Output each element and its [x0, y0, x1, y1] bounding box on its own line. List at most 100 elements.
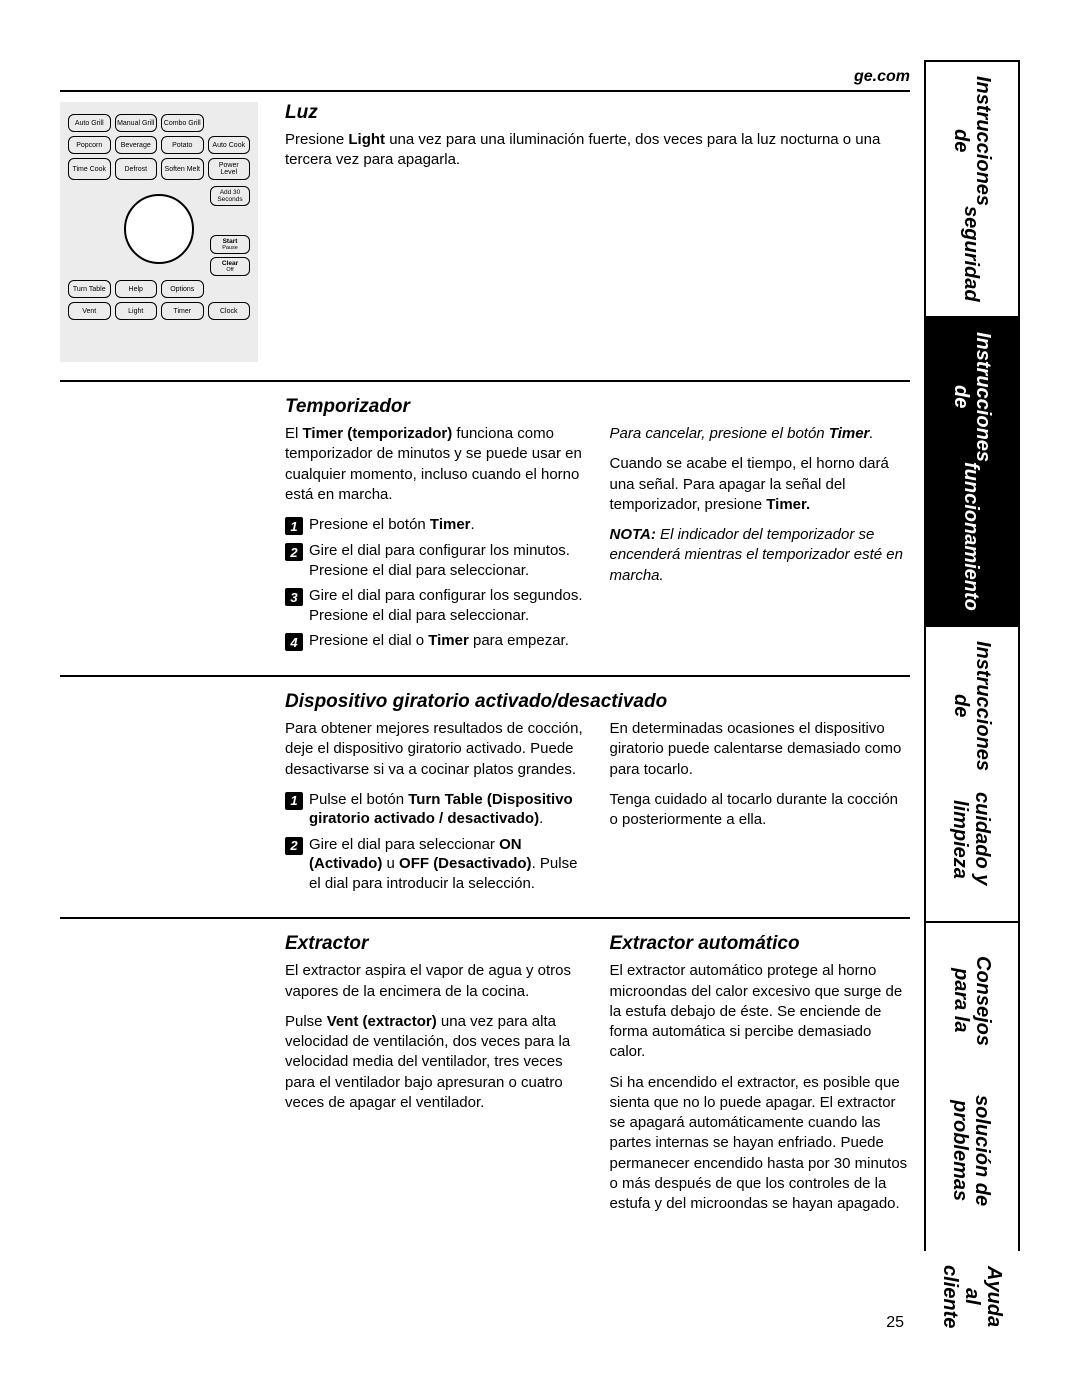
- section-extractor: Extractor El extractor aspira el vapor d…: [60, 933, 910, 1242]
- step-number-icon: 1: [285, 517, 303, 535]
- label: Add 30 Seconds: [217, 189, 242, 203]
- btn-options[interactable]: Options: [161, 280, 204, 298]
- btn-popcorn[interactable]: Popcorn: [68, 136, 111, 154]
- step-text: Presione el botón Timer.: [309, 515, 586, 535]
- label: Manual Grill: [117, 120, 154, 127]
- step: 3 Gire el dial para configurar los segun…: [285, 586, 586, 625]
- btn-defrost[interactable]: Defrost: [115, 158, 158, 180]
- url-label: ge.com: [854, 68, 910, 86]
- tab-line1: Instrucciones de: [950, 76, 994, 206]
- btn-clock[interactable]: Clock: [208, 302, 251, 320]
- btn-auto-cook[interactable]: Auto Cook: [208, 136, 251, 154]
- tab-line1: Instrucciones de: [950, 332, 994, 462]
- temporizador-intro: El Timer (temporizador) funciona como te…: [285, 424, 586, 505]
- giratorio-right1: En determinadas ocasiones el dispositivo…: [610, 719, 911, 780]
- btn-beverage[interactable]: Beverage: [115, 136, 158, 154]
- tab-line2: seguridad: [960, 206, 982, 302]
- label: Clear: [222, 260, 238, 267]
- step: 2 Gire el dial para configurar los minut…: [285, 541, 586, 580]
- sidebar-tab[interactable]: Instrucciones decuidado y limpieza: [924, 625, 1020, 924]
- giratorio-title: Dispositivo giratorio activado/desactiva…: [285, 691, 910, 713]
- section-temporizador: Temporizador El Timer (temporizador) fun…: [60, 396, 910, 677]
- btn-combo-grill[interactable]: Combo Grill: [161, 114, 204, 132]
- label: Beverage: [121, 142, 151, 149]
- btn-start[interactable]: StartPause: [210, 235, 250, 254]
- tab-line1: Consejos para la: [950, 937, 994, 1064]
- step-text: Presione el dial o Timer para empezar.: [309, 631, 586, 651]
- label: Time Cook: [72, 166, 106, 173]
- auto-title: Extractor automático: [610, 933, 911, 955]
- label: Light: [128, 308, 143, 315]
- sublabel: Off: [213, 267, 247, 273]
- extractor-p2: Pulse Vent (extractor) una vez para alta…: [285, 1012, 586, 1113]
- giratorio-right2: Tenga cuidado al tocarlo durante la cocc…: [610, 790, 911, 831]
- auto-p1: El extractor automático protege al horno…: [610, 961, 911, 1062]
- step-text: Gire el dial para seleccionar ON (Activa…: [309, 835, 586, 894]
- temporizador-note: NOTA: El indicador del temporizador se e…: [610, 525, 911, 586]
- temporizador-cancel: Para cancelar, presione el botón Timer.: [610, 424, 911, 444]
- btn-manual-grill[interactable]: Manual Grill: [115, 114, 158, 132]
- step-number-icon: 1: [285, 792, 303, 810]
- page-number: 25: [886, 1314, 904, 1332]
- btn-help[interactable]: Help: [115, 280, 158, 298]
- sublabel: Pause: [213, 245, 247, 251]
- btn-auto-grill[interactable]: Auto Grill: [68, 114, 111, 132]
- btn-time-cook[interactable]: Time Cook: [68, 158, 111, 180]
- step: 1 Presione el botón Timer.: [285, 515, 586, 535]
- btn-timer[interactable]: Timer: [161, 302, 204, 320]
- label: Options: [170, 286, 194, 293]
- label: Potato: [172, 142, 192, 149]
- label: Power Level: [210, 162, 249, 176]
- sidebar-tab[interactable]: Ayuda al cliente: [924, 1251, 1020, 1342]
- temporizador-end: Cuando se acabe el tiempo, el horno dará…: [610, 454, 911, 515]
- step-number-icon: 3: [285, 588, 303, 606]
- luz-title: Luz: [285, 102, 910, 124]
- step-number-icon: 4: [285, 633, 303, 651]
- tab-line2: solución de problemas: [949, 1064, 993, 1237]
- step: 4 Presione el dial o Timer para empezar.: [285, 631, 586, 651]
- btn-add30[interactable]: Add 30 Seconds: [210, 186, 250, 206]
- tab-line1: Instrucciones de: [950, 641, 994, 771]
- section-giratorio: Dispositivo giratorio activado/desactiva…: [60, 691, 910, 919]
- step: 1 Pulse el botón Turn Table (Dispositivo…: [285, 790, 586, 829]
- luz-body: Presione Light una vez para una iluminac…: [285, 130, 910, 171]
- label: Soften Melt: [165, 166, 200, 173]
- step-text: Pulse el botón Turn Table (Dispositivo g…: [309, 790, 586, 829]
- label: Help: [129, 286, 143, 293]
- label: Clock: [220, 308, 238, 315]
- label: Timer: [173, 308, 191, 315]
- tab-line2: cuidado y limpieza: [949, 771, 993, 908]
- step-number-icon: 2: [285, 837, 303, 855]
- sidebar-tab[interactable]: Consejos para lasolución de problemas: [924, 921, 1020, 1252]
- label: Start: [223, 238, 238, 245]
- tab-line1: Ayuda al cliente: [939, 1265, 1005, 1328]
- label: Auto Grill: [75, 120, 104, 127]
- dial[interactable]: [124, 194, 194, 264]
- btn-turn-table[interactable]: Turn Table: [68, 280, 111, 298]
- auto-p2: Si ha encendido el extractor, es posible…: [610, 1073, 911, 1215]
- btn-power-level[interactable]: Power Level: [208, 158, 251, 180]
- btn-potato[interactable]: Potato: [161, 136, 204, 154]
- giratorio-intro: Para obtener mejores resultados de cocci…: [285, 719, 586, 780]
- step-text: Gire el dial para configurar los minutos…: [309, 541, 586, 580]
- label: Turn Table: [73, 286, 106, 293]
- btn-clear[interactable]: ClearOff: [210, 257, 250, 276]
- extractor-p1: El extractor aspira el vapor de agua y o…: [285, 961, 586, 1002]
- btn-light[interactable]: Light: [115, 302, 158, 320]
- step-number-icon: 2: [285, 543, 303, 561]
- label: Popcorn: [76, 142, 102, 149]
- step: 2 Gire el dial para seleccionar ON (Acti…: [285, 835, 586, 894]
- btn-soften-melt[interactable]: Soften Melt: [161, 158, 204, 180]
- section-luz: Auto Grill Manual Grill Combo Grill Popc…: [60, 102, 910, 382]
- top-rule: [60, 90, 910, 92]
- sidebar-tab[interactable]: Instrucciones deseguridad: [924, 60, 1020, 318]
- label: Auto Cook: [212, 142, 245, 149]
- label: Vent: [82, 308, 96, 315]
- step-text: Gire el dial para configurar los segundo…: [309, 586, 586, 625]
- btn-vent[interactable]: Vent: [68, 302, 111, 320]
- temporizador-title: Temporizador: [285, 396, 910, 418]
- sidebar-tab[interactable]: Instrucciones defuncionamiento: [924, 316, 1020, 627]
- label: Defrost: [124, 166, 147, 173]
- sidebar-tabs: Instrucciones deseguridadInstrucciones d…: [924, 60, 1020, 1340]
- tab-line2: funcionamiento: [960, 462, 982, 611]
